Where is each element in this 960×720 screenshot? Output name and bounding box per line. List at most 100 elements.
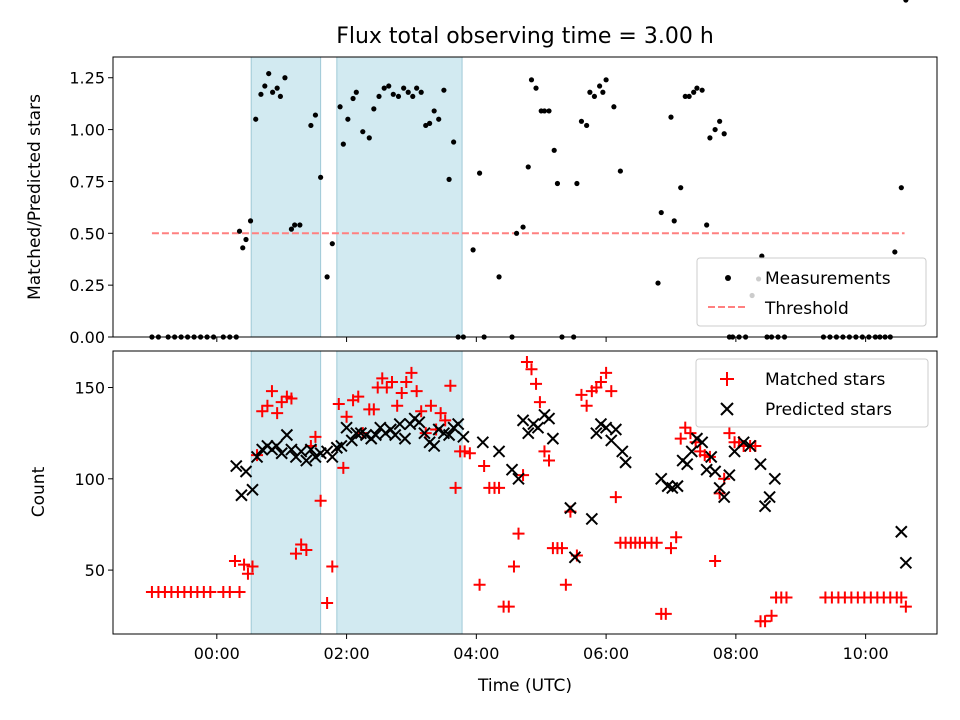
predicted-stars-point [250,450,264,464]
matched-stars-point [410,385,423,398]
predicted-stars-point [345,434,358,447]
predicted-stars-point [280,428,294,442]
measurements-point [892,249,898,255]
predicted-stars-point [564,501,577,515]
count-points [145,355,913,628]
shaded-interval-1 [250,56,322,338]
measurements-point [554,180,561,187]
matched-stars-point [300,544,313,557]
measurements-point [410,93,416,100]
measurements-point [533,85,539,91]
measurements-point [712,126,718,133]
predicted-stars-point [512,472,525,486]
measurements-point [717,118,723,124]
measurements-point [381,85,387,91]
measurements-point [682,93,688,100]
predicted-stars-point [270,439,283,453]
chart-title: Flux total observing time = 3.00 h [336,24,714,49]
matched-stars-point [289,547,302,560]
measurements-point [546,108,552,114]
measurements-point [243,236,249,243]
predicted-stars-point [230,459,243,473]
shaded-interval-2 [336,56,463,338]
measurements-point [360,129,366,135]
predicted-stars-point [442,428,456,442]
predicted-stars-point [457,430,470,444]
measurements-point [262,83,268,89]
matched-stars-point [400,376,413,389]
predicted-stars-point [350,426,363,440]
matched-stars-point [473,578,486,591]
matched-stars-point [600,366,613,379]
measurements-point [898,185,904,191]
counts-legend-box [695,358,929,428]
measurements-point [513,230,520,236]
predicted-stars-point [359,428,373,442]
measurements-point [253,116,259,122]
predicted-stars-point [505,463,519,476]
predicted-stars-point [492,445,506,458]
top-x-ticks [216,337,867,342]
matched-stars-point [246,560,259,573]
measurements-point [541,108,548,114]
matched-stars-point [340,410,353,423]
x-tick-label: 10:00 [843,644,889,663]
ratio-y-axis-label: Matched/Predicted stars [25,94,45,300]
x-tick-label: 02:00 [324,644,370,663]
measurements-point [340,141,346,147]
matched-stars-point [507,560,520,573]
measurements-point [470,247,476,253]
predicted-legend-label: Predicted stars [765,400,892,420]
predicted-stars-point [413,415,426,429]
predicted-stars-point [546,432,560,445]
x-axis-label: Time (UTC) [477,676,572,696]
measurements-point [668,114,674,120]
measurements-point [704,222,710,228]
measurements-point [671,218,677,224]
predicted-stars-point [393,417,406,431]
matched-stars-point [376,372,389,385]
matched-stars-point [520,355,533,368]
measurements-point [405,89,411,95]
y-tick-label: 1.00 [69,121,105,140]
measurements-point [694,85,700,91]
matched-stars-point [538,445,551,458]
measurements-point [401,85,407,91]
matched-stars-point [759,615,772,628]
matched-stars-point [367,403,380,416]
matched-stars-point [261,399,274,412]
matched-stars-point [555,542,568,555]
measurements-point [277,93,283,100]
matched-stars-point [434,407,447,420]
y-tick-label: 50 [85,561,105,580]
matched-stars-point [609,491,622,504]
ratio-legend-box [696,257,927,327]
matched-stars-point [233,586,246,599]
measurements-point [578,118,585,124]
measurements-legend-label: Measurements [765,269,891,289]
matched-stars-point [275,396,288,409]
predicted-stars-point [389,428,402,442]
x-tick-label: 08:00 [713,644,759,663]
measurements-point [292,222,298,228]
predicted-stars-point [246,483,259,496]
predicted-stars-point [605,434,618,447]
measurements-point [395,93,402,100]
predicted-stars-point [335,439,348,453]
predicted-stars-point [708,465,722,478]
x-tick-label: 00:00 [194,644,240,663]
matched-stars-point [575,388,588,401]
predicted-legend-marker [720,402,734,416]
measurements-point [247,218,254,224]
predicted-stars-point [690,432,704,445]
measurements-point [297,222,303,228]
matched-stars-point [605,385,618,398]
matched-stars-point [326,560,339,573]
ratio-y-ticks: 0.00 0.25 0.50 0.75 1.00 1.25 [69,69,113,347]
predicted-stars-point [695,436,709,449]
predicted-stars-point [476,436,490,449]
predicted-stars-point [713,481,726,495]
predicted-stars-point [671,479,684,493]
predicted-stars-point [300,454,313,467]
